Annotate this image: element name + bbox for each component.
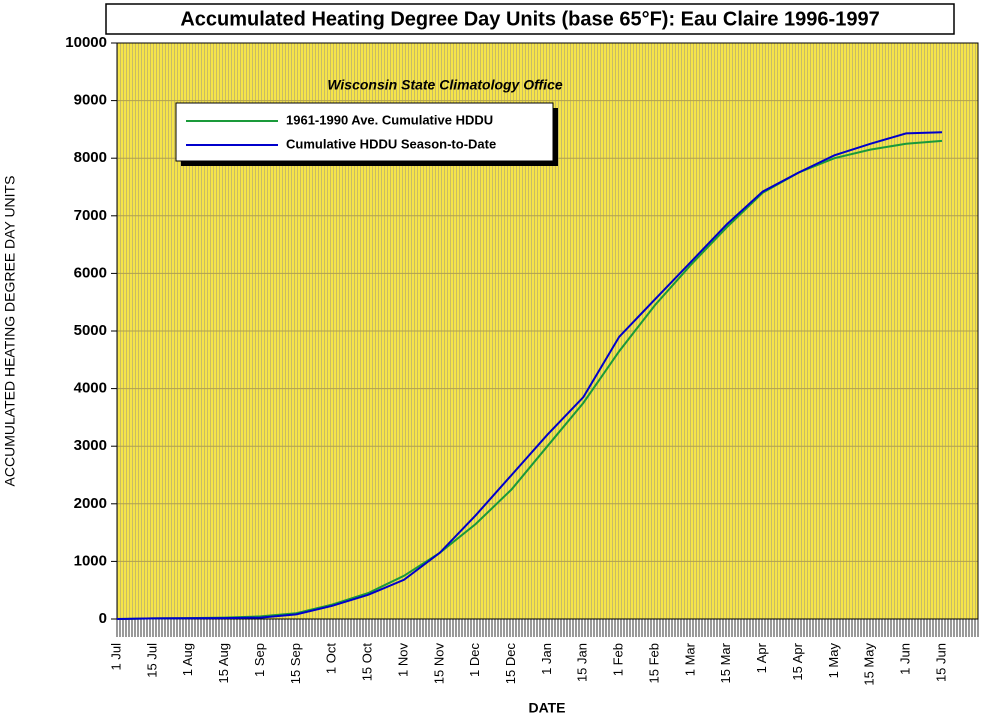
legend-box — [175, 102, 554, 162]
x-tick-label: 15 Apr — [790, 642, 805, 680]
chart-title: Accumulated Heating Degree Day Units (ba… — [180, 8, 879, 30]
x-tick-label: 1 Nov — [395, 643, 410, 677]
x-tick-label: 15 Aug — [216, 643, 231, 684]
x-tick-label: 15 Sep — [288, 643, 303, 684]
x-tick-label: 15 Dec — [503, 643, 518, 685]
x-tick-label: 15 May — [862, 643, 877, 686]
y-tick-label: 2000 — [74, 495, 107, 512]
x-tick-label: 1 Jun — [898, 643, 913, 675]
y-tick-label: 1000 — [74, 552, 107, 569]
y-tick-label: 9000 — [74, 92, 107, 109]
x-tick-label: 1 Sep — [252, 643, 267, 677]
y-tick-label: 8000 — [74, 149, 107, 166]
y-tick-label: 6000 — [74, 264, 107, 281]
x-tick-label: 1 Aug — [180, 643, 195, 676]
x-tick-label: 15 Mar — [718, 642, 733, 683]
x-tick-label: 15 Jul — [144, 643, 159, 678]
x-tick-label: 1 Mar — [682, 642, 697, 676]
x-tick-label: 15 Nov — [431, 643, 446, 685]
x-tick-label: 1 Oct — [324, 643, 339, 674]
x-axis-label: DATE — [528, 700, 565, 716]
title-box — [105, 3, 955, 35]
series-line — [116, 131, 943, 620]
legend-label: Cumulative HDDU Season-to-Date — [286, 136, 496, 151]
plot-frame — [116, 42, 979, 620]
y-tick-label: 10000 — [65, 34, 107, 51]
y-tick-label: 3000 — [74, 437, 107, 454]
x-tick-label: 1 May — [826, 643, 841, 679]
x-tick-label: 1 Dec — [467, 643, 482, 677]
y-tick-label: 7000 — [74, 207, 107, 224]
y-axis-label: ACCUMULATED HEATING DEGREE DAY UNITS — [2, 176, 18, 487]
y-tick-label: 5000 — [74, 322, 107, 339]
subtitle: Wisconsin State Climatology Office — [327, 77, 563, 93]
x-tick-label: 15 Feb — [646, 643, 661, 683]
x-tick-label: 1 Jul — [108, 643, 123, 671]
x-tick-label: 15 Oct — [360, 643, 375, 682]
x-tick-label: 15 Jan — [575, 643, 590, 682]
x-tick-label: 15 Jun — [933, 643, 948, 682]
x-tick-label: 1 Jan — [539, 643, 554, 675]
y-tick-label: 0 — [99, 610, 107, 627]
legend-label: 1961-1990 Ave. Cumulative HDDU — [286, 112, 493, 127]
y-tick-label: 4000 — [74, 380, 107, 397]
x-tick-label: 1 Feb — [611, 643, 626, 676]
x-tick-label: 1 Apr — [754, 642, 769, 673]
